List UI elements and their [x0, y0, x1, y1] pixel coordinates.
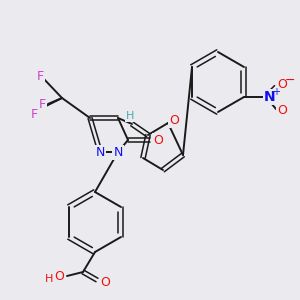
Text: +: + — [272, 87, 280, 97]
Text: H: H — [45, 274, 53, 284]
Text: F: F — [36, 70, 43, 83]
Text: O: O — [54, 269, 64, 283]
Text: O: O — [277, 104, 287, 118]
Text: O: O — [277, 79, 287, 92]
Text: O: O — [100, 275, 110, 289]
Text: −: − — [285, 74, 295, 86]
Text: O: O — [153, 134, 163, 146]
Text: O: O — [169, 113, 179, 127]
Text: N: N — [95, 146, 105, 158]
Text: N: N — [113, 146, 123, 158]
Text: H: H — [126, 111, 134, 121]
Text: F: F — [30, 107, 38, 121]
Text: N: N — [264, 90, 276, 104]
Text: F: F — [38, 98, 46, 112]
